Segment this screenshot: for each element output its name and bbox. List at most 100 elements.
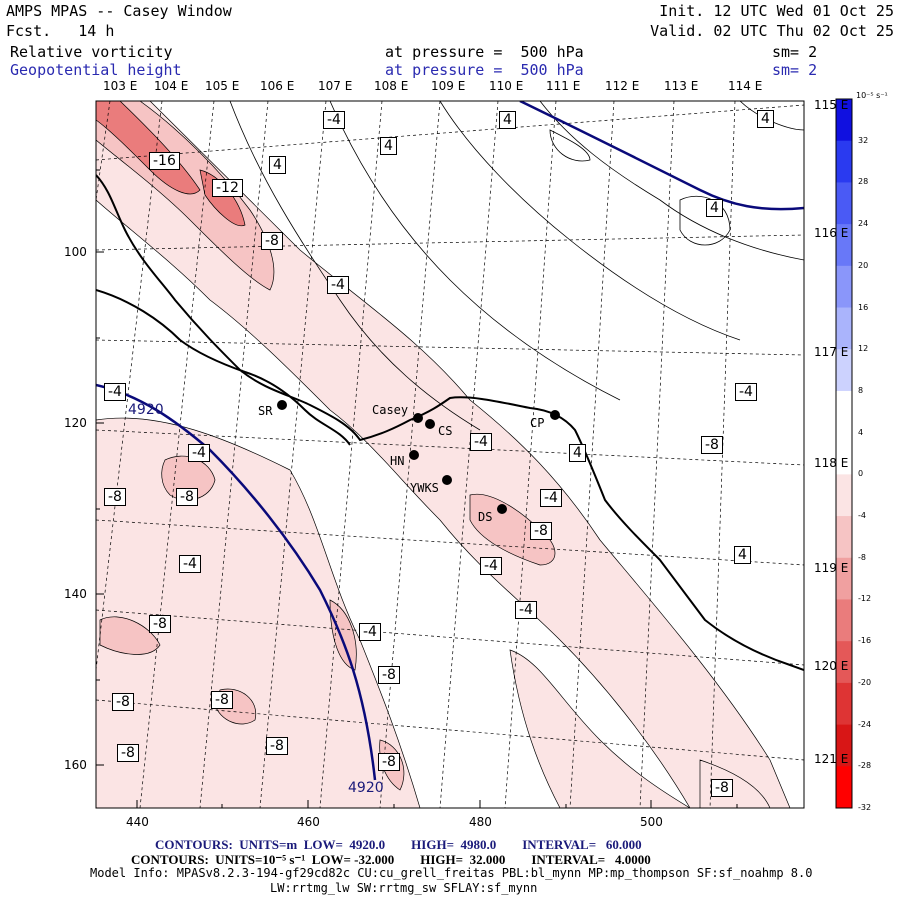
colorbar-unit: 10⁻⁵ s⁻¹ [856,91,888,100]
vorticity-contour-label: -4 [188,444,210,462]
lon-label: 107 E [318,79,353,93]
field2-smoothing: sm= 2 [772,61,818,79]
colorbar-swatch [836,599,852,642]
height-contour-label: 4920 [128,402,164,418]
vorticity-contour-label: 4 [569,444,586,462]
y-tick-label: 140 [64,587,87,601]
vorticity-contour-label: -4 [104,383,126,401]
vorticity-contour-label: -8 [378,753,400,771]
valid-time: Valid. 02 UTC Thu 02 Oct 25 [650,22,894,40]
colorbar-swatch [836,766,852,809]
lon-label: 113 E [664,79,699,93]
vorticity-contour-label: -4 [359,623,381,641]
x-tick-label: 460 [297,815,320,829]
vorticity-contour-label: -4 [323,111,345,129]
lon-label-right: 120 E [814,659,849,673]
station-label-casey: Casey [372,403,409,417]
colorbar-swatch [836,140,852,183]
colorbar-swatch [836,474,852,517]
station-label-ds: DS [478,510,493,524]
vorticity-contour-label: -4 [735,383,757,401]
field1-name: Relative vorticity [10,43,173,61]
contour-info-height: CONTOURS: UNITS=m LOW= 4920.0 HIGH= 4980… [155,837,642,852]
vorticity-contour-label: -8 [266,737,288,755]
colorbar-label: -20 [858,677,872,687]
vorticity-contour-label: -4 [179,555,201,573]
vorticity-contour-label: -8 [176,488,198,506]
vorticity-contour-label: -8 [112,693,134,711]
lon-label-right: 117 E [814,345,849,359]
lon-label: 114 E [728,79,763,93]
colorbar-label: -28 [858,761,872,771]
lon-label: 106 E [260,79,295,93]
vorticity-contour-label: -16 [149,152,180,170]
colorbar-frame [835,98,853,809]
vorticity-contour-label: -4 [327,276,349,294]
station-label-sr: SR [258,404,273,418]
colorbar-label: -4 [858,511,866,521]
colorbar-swatch [836,349,852,392]
colorbar-swatch [836,224,852,267]
field2-level: at pressure = 500 hPa [385,61,584,79]
vorticity-contour-label: -12 [212,179,243,197]
vorticity-contour-label: -8 [530,522,552,540]
y-tick-label: 100 [64,245,87,259]
colorbar-label: -16 [858,636,872,646]
vorticity-contour-label: -8 [378,666,400,684]
lon-label-right: 121 E [814,752,849,766]
vorticity-contour-label: -8 [211,691,233,709]
vorticity-contour-label: 4 [499,111,516,129]
lon-label: 110 E [489,79,524,93]
colorbar-label: 28 [858,177,869,187]
field1-level: at pressure = 500 hPa [385,43,584,61]
lon-label: 105 E [205,79,240,93]
thin-contours [229,101,804,431]
colorbar-label: 12 [858,344,869,354]
colorbar-swatch [836,724,852,767]
coastline [96,174,804,671]
lon-label-right: 115 E [814,98,849,112]
colorbar-swatch [836,182,852,225]
x-tick-label: 440 [126,815,149,829]
station-label-ywks: YWKS [410,481,439,495]
colorbar-label: 20 [858,260,869,270]
lon-label-right: 118 E [814,456,849,470]
colorbar-label: 24 [858,219,869,229]
height-contour-4920-west [96,383,377,781]
vorticity-contour-label: -8 [149,615,171,633]
lon-label: 112 E [605,79,640,93]
field2-name: Geopotential height [10,61,182,79]
colorbar-swatch [836,557,852,600]
strong-negative-shading [96,101,246,227]
station-markers [277,400,560,514]
colorbar-swatch [836,516,852,559]
station-label-hn: HN [390,454,405,468]
colorbar-label: -32 [858,803,872,812]
forecast-hour: Fcst. 14 h [6,22,115,40]
colorbar-label: 16 [858,302,869,312]
vorticity-contour-label: -4 [480,557,502,575]
y-tick-label: 160 [64,758,87,772]
vorticity-contour-label: 4 [380,137,397,155]
lon-label: 104 E [154,79,189,93]
vorticity-contour-label: 4 [757,110,774,128]
vorticity-contour-label: -8 [261,232,283,250]
vorticity-contour-label: -8 [711,779,733,797]
init-time: Init. 12 UTC Wed 01 Oct 25 [659,2,894,20]
coastline-south [96,289,351,446]
lon-label-right: 116 E [814,226,849,240]
model-info: Model Info: MPASv8.2.3-194-gf29cd82c CU:… [90,866,813,880]
colorbar-label: 8 [858,385,864,395]
colorbar-swatch [836,641,852,684]
colorbar [835,98,853,809]
vorticity-contour-label: -8 [117,744,139,762]
vorticity-contour-label: 4 [269,156,286,174]
vorticity-contour-label: -4 [470,433,492,451]
x-tick-label: 500 [640,815,663,829]
x-tick-label: 480 [469,815,492,829]
station-label-cp: CP [530,416,545,430]
vorticity-contour-label: -8 [701,436,723,454]
colorbar-label: -12 [858,594,872,604]
colorbar-label: 4 [858,427,864,437]
